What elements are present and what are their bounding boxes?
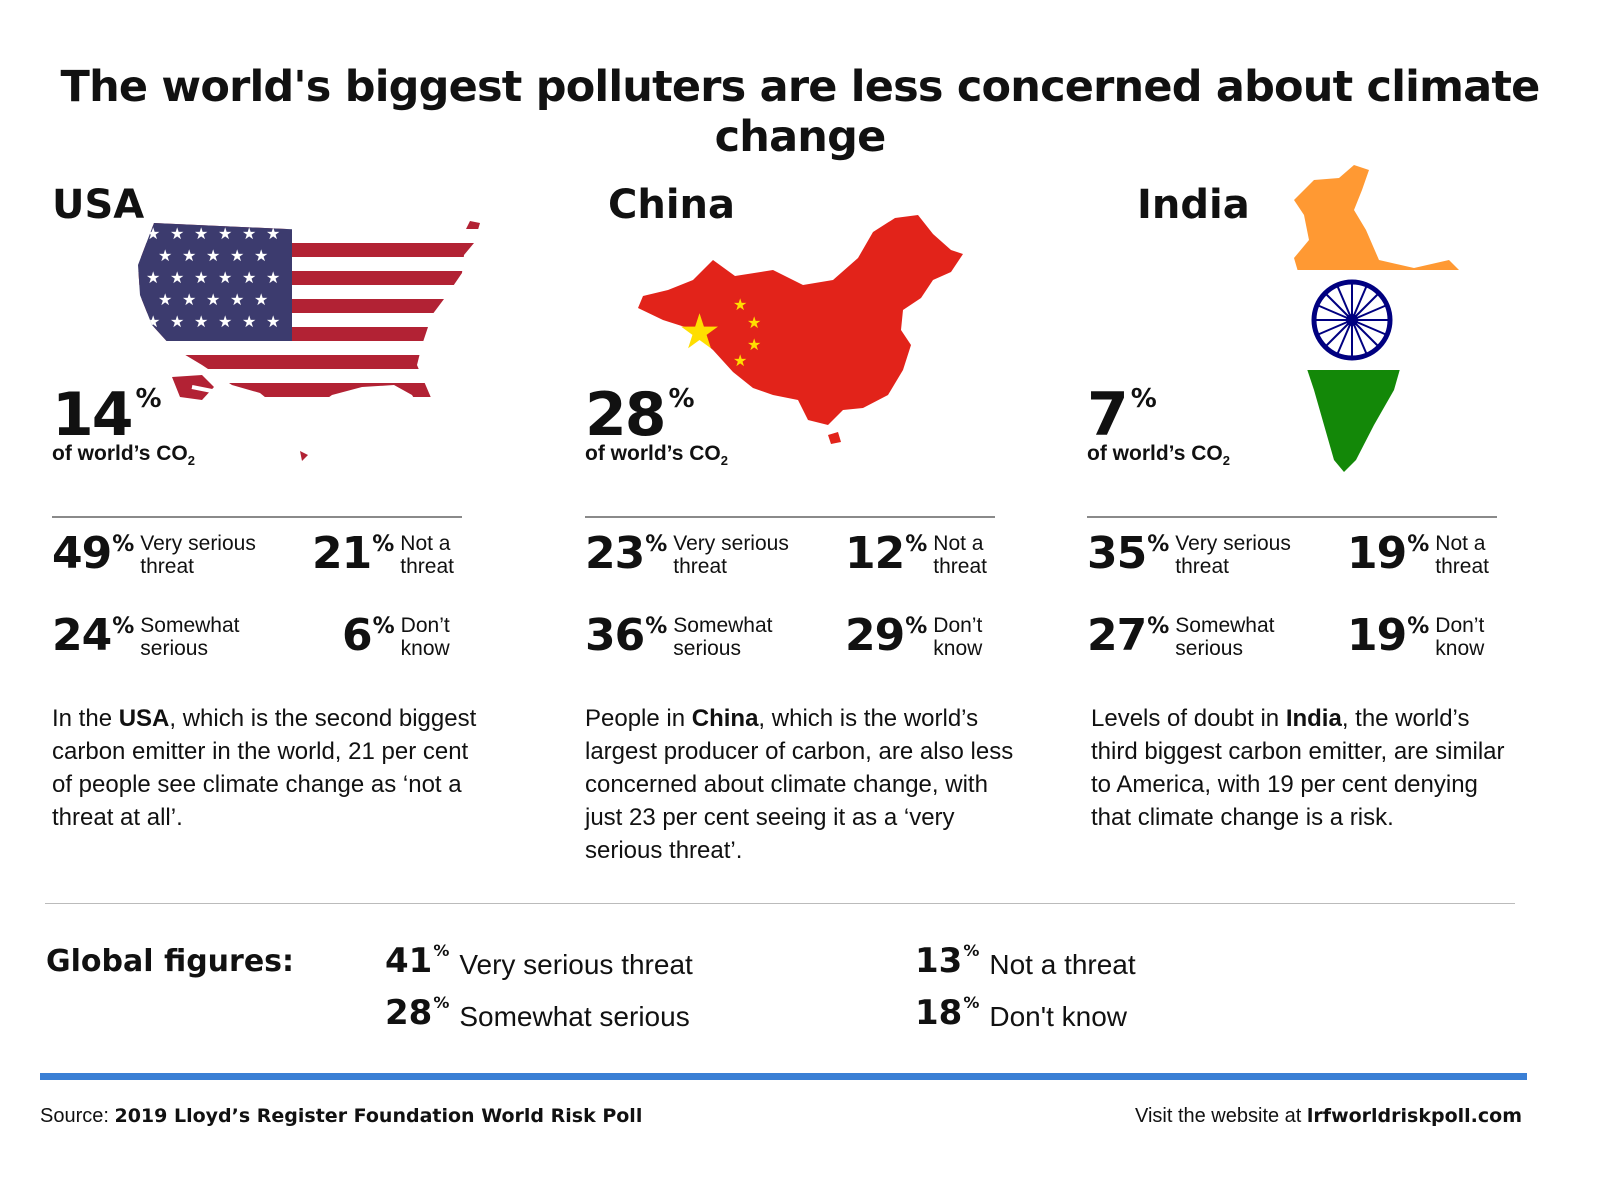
- section-divider: [585, 516, 995, 518]
- svg-text:★: ★: [242, 268, 256, 287]
- co2-share-value: 28: [585, 380, 666, 450]
- svg-text:★: ★: [733, 351, 747, 370]
- co2-share: 7%: [1087, 380, 1157, 450]
- co2-share-label: of world’s CO2: [52, 442, 195, 469]
- country-name: China: [608, 182, 736, 228]
- stat-not-a-threat: 12% Not a threat: [845, 528, 987, 579]
- svg-text:★: ★: [266, 312, 280, 331]
- stat-very-serious: 35% Very serious threat: [1087, 528, 1291, 579]
- svg-text:★: ★: [206, 246, 220, 265]
- svg-text:★: ★: [266, 268, 280, 287]
- svg-text:★: ★: [170, 224, 184, 243]
- svg-text:★: ★: [206, 290, 220, 309]
- stat-somewhat-serious: 36% Somewhat serious: [585, 610, 773, 661]
- country-name: India: [1137, 182, 1250, 228]
- infographic-title: The world's biggest polluters are less c…: [60, 62, 1541, 162]
- svg-text:★: ★: [158, 290, 172, 309]
- svg-text:★: ★: [242, 312, 256, 331]
- stat-dont-know: 19% Don’t know: [1347, 610, 1485, 661]
- section-divider: [52, 516, 462, 518]
- svg-text:★: ★: [230, 290, 244, 309]
- footer-accent-bar: [40, 1073, 1527, 1080]
- country-panel-india: India 7% of world’s CO2 35% Very serio: [1087, 165, 1587, 890]
- svg-text:★: ★: [182, 246, 196, 265]
- stat-somewhat-serious: 24% Somewhat serious: [52, 610, 240, 661]
- country-description: People in China, which is the world’s la…: [585, 705, 1014, 864]
- website-link[interactable]: Visit the website at lrfworldriskpoll.co…: [1134, 1105, 1522, 1127]
- country-description: Levels of doubt in India, the world’s th…: [1091, 705, 1505, 831]
- global-dont-know: 18% Don't know: [915, 993, 1127, 1033]
- co2-share-pct: %: [668, 384, 695, 414]
- svg-text:★: ★: [218, 224, 232, 243]
- svg-text:★: ★: [254, 290, 268, 309]
- svg-text:★: ★: [170, 312, 184, 331]
- svg-text:★: ★: [678, 304, 721, 360]
- svg-text:★: ★: [194, 268, 208, 287]
- svg-text:★: ★: [146, 312, 160, 331]
- section-divider: [1087, 516, 1497, 518]
- source-credit: Source: 2019 Lloyd’s Register Foundation…: [40, 1105, 643, 1127]
- india-flag-map: [1259, 165, 1459, 472]
- global-not-a-threat: 13% Not a threat: [915, 941, 1136, 981]
- svg-text:★: ★: [266, 224, 280, 243]
- svg-text:★: ★: [733, 295, 747, 314]
- stat-very-serious: 49% Very serious threat: [52, 528, 256, 579]
- stat-somewhat-serious: 27% Somewhat serious: [1087, 610, 1275, 661]
- stat-not-a-threat: 21% Not a threat: [312, 528, 454, 579]
- global-very-serious: 41% Very serious threat: [385, 941, 693, 981]
- svg-text:★: ★: [194, 224, 208, 243]
- co2-share-label: of world’s CO2: [585, 442, 728, 469]
- country-description: In the USA, which is the second biggest …: [52, 705, 477, 831]
- svg-text:★: ★: [170, 268, 184, 287]
- svg-text:★: ★: [254, 246, 268, 265]
- china-flag-map: ★ ★ ★ ★ ★: [638, 215, 963, 444]
- co2-share-value: 14: [52, 380, 133, 450]
- stat-dont-know: 6% Don’t know: [342, 610, 450, 661]
- global-divider: [45, 903, 1515, 904]
- country-panel-china: China ★ ★ ★ ★ ★ 28% of world’s CO2 23% Ve…: [585, 170, 1055, 890]
- svg-text:★: ★: [146, 224, 160, 243]
- svg-text:★: ★: [218, 268, 232, 287]
- svg-text:★: ★: [158, 246, 172, 265]
- svg-text:★: ★: [747, 335, 761, 354]
- co2-share-pct: %: [135, 384, 162, 414]
- co2-share: 14%: [52, 380, 162, 450]
- svg-text:★: ★: [182, 290, 196, 309]
- co2-share-label: of world’s CO2: [1087, 442, 1230, 469]
- co2-share-pct: %: [1130, 384, 1157, 414]
- svg-text:★: ★: [146, 268, 160, 287]
- stat-very-serious: 23% Very serious threat: [585, 528, 789, 579]
- svg-text:★: ★: [242, 224, 256, 243]
- svg-text:★: ★: [194, 312, 208, 331]
- svg-text:★: ★: [218, 312, 232, 331]
- stat-dont-know: 29% Don’t know: [845, 610, 983, 661]
- co2-share: 28%: [585, 380, 695, 450]
- svg-text:★: ★: [230, 246, 244, 265]
- stat-not-a-threat: 19% Not a threat: [1347, 528, 1489, 579]
- usa-flag-map: ★ ★ ★ ★ ★ ★ ★ ★ ★ ★ ★ ★ ★ ★ ★ ★ ★ ★ ★ ★ ★ ★ ★ ★ ★ ★ ★ ★: [138, 221, 480, 461]
- country-panel-usa: USA ★ ★ ★ ★ ★ ★ ★ ★ ★ ★ ★ ★ ★ ★ ★ ★ ★ ★ ★ ★ ★ ★ ★ ★ ★ ★ ★ ★: [52, 170, 522, 890]
- co2-share-value: 7: [1087, 380, 1129, 450]
- svg-text:★: ★: [747, 313, 761, 332]
- global-somewhat-serious: 28% Somewhat serious: [385, 993, 690, 1033]
- global-figures-label: Global figures:: [46, 944, 295, 979]
- country-name: USA: [52, 182, 145, 228]
